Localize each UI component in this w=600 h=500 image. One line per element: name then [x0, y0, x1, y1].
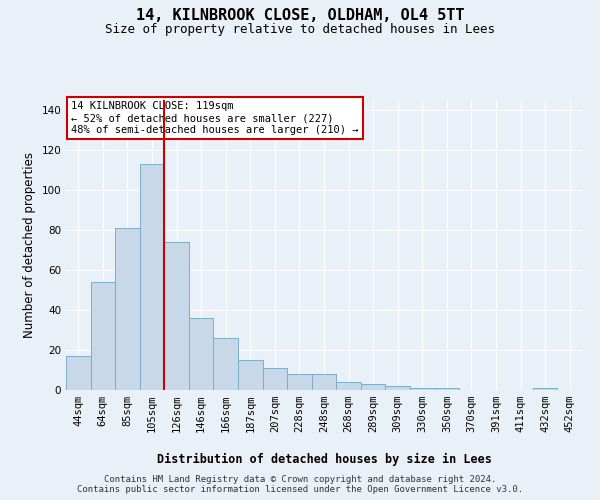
Bar: [434, 388, 459, 390]
Bar: [410, 388, 434, 390]
Bar: [66, 356, 91, 390]
Bar: [385, 386, 410, 390]
Bar: [164, 242, 189, 390]
Text: 14 KILNBROOK CLOSE: 119sqm
← 52% of detached houses are smaller (227)
48% of sem: 14 KILNBROOK CLOSE: 119sqm ← 52% of deta…: [71, 102, 359, 134]
Text: 14, KILNBROOK CLOSE, OLDHAM, OL4 5TT: 14, KILNBROOK CLOSE, OLDHAM, OL4 5TT: [136, 8, 464, 22]
Bar: [533, 388, 557, 390]
Bar: [263, 368, 287, 390]
Bar: [287, 374, 312, 390]
Bar: [189, 318, 214, 390]
Bar: [140, 164, 164, 390]
Bar: [238, 360, 263, 390]
Bar: [336, 382, 361, 390]
Text: Size of property relative to detached houses in Lees: Size of property relative to detached ho…: [105, 22, 495, 36]
Bar: [91, 282, 115, 390]
Bar: [214, 338, 238, 390]
Bar: [361, 384, 385, 390]
Bar: [312, 374, 336, 390]
Y-axis label: Number of detached properties: Number of detached properties: [23, 152, 36, 338]
Text: Distribution of detached houses by size in Lees: Distribution of detached houses by size …: [157, 452, 491, 466]
Bar: [115, 228, 140, 390]
Text: Contains HM Land Registry data © Crown copyright and database right 2024.
Contai: Contains HM Land Registry data © Crown c…: [77, 474, 523, 494]
